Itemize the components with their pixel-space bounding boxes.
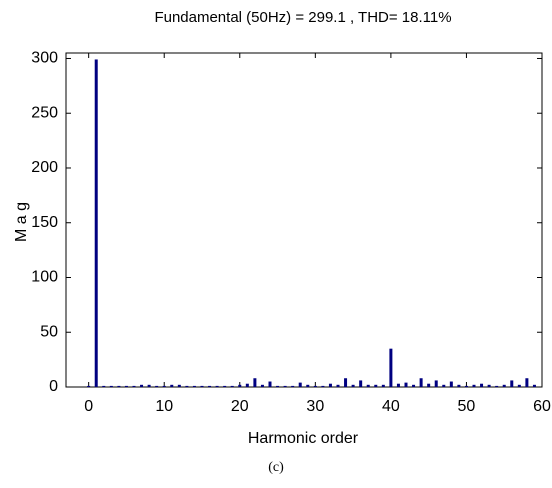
bar [87,385,91,387]
bar [457,384,461,387]
bar [253,378,257,387]
bar [124,385,128,387]
bar [177,384,181,387]
bar [313,385,317,387]
bar [487,384,491,387]
bar [147,384,151,387]
bar [449,381,453,387]
bar [419,378,423,387]
bar [230,385,234,387]
x-tick-label: 30 [306,398,324,415]
bar [208,385,212,387]
bar [291,385,295,387]
bar [396,383,400,387]
y-tick-label: 200 [31,159,58,176]
y-tick-label: 50 [40,323,58,340]
bar [192,385,196,387]
x-tick-label: 50 [458,398,476,415]
y-tick-label: 100 [31,269,58,286]
bar [517,384,521,387]
x-axis-label: Harmonic order [248,430,359,447]
y-tick-label: 250 [31,104,58,121]
bar [412,384,416,387]
bar [359,380,363,387]
bar [321,385,325,387]
bar [117,385,121,387]
bar [328,383,332,387]
bar [381,384,385,387]
y-axis-label: M a g [13,202,30,242]
bar [298,382,302,387]
caption: (c) [268,460,284,475]
bar [155,385,159,387]
bar [480,383,484,387]
bar [336,384,340,387]
x-tick-label: 10 [155,398,173,415]
bar [389,348,393,387]
y-tick-label: 150 [31,214,58,231]
bar [495,385,499,387]
bar [532,384,536,387]
bar [404,382,408,387]
y-tick-label: 300 [31,50,58,67]
x-tick-label: 60 [533,398,551,415]
bar [245,383,249,387]
bar [94,59,98,387]
bar [434,380,438,387]
bar [283,385,287,387]
x-tick-label: 0 [84,398,93,415]
bar [223,385,227,387]
plot-frame [65,52,543,388]
bar [140,384,144,387]
bar [268,381,272,387]
bar [510,380,514,387]
bar [260,384,264,387]
bar [374,384,378,387]
bar [472,384,476,387]
y-tick-label: 0 [49,378,58,395]
bar [215,385,219,387]
bar [442,384,446,387]
bar [162,385,166,387]
chart-title: Fundamental (50Hz) = 299.1 , THD= 18.11% [154,9,451,26]
bar [344,378,348,387]
bar [525,378,529,387]
bar [276,385,280,387]
bar [502,384,506,387]
bar [185,385,189,387]
bar [351,384,355,387]
bar [170,384,174,387]
x-tick-label: 40 [382,398,400,415]
bar [109,385,113,387]
bar [238,384,242,387]
bar [132,385,136,387]
bar [200,385,204,387]
bar [102,385,106,387]
x-tick-label: 20 [231,398,249,415]
bar [427,383,431,387]
bar [366,384,370,387]
bar [306,384,310,387]
bar [464,385,468,387]
